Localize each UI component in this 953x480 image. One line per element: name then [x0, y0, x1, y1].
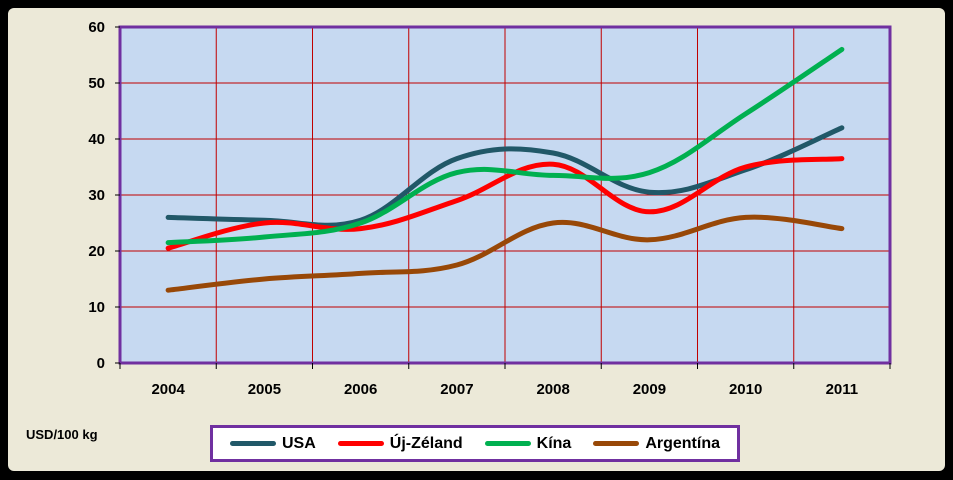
legend-item: Argentína [593, 435, 720, 453]
series-lines [165, 46, 845, 293]
y-tick-label-60: 60 [88, 19, 105, 36]
y-tick-label-20: 20 [88, 243, 105, 260]
y-tick-label-30: 30 [88, 187, 105, 204]
legend-label: USA [281, 434, 316, 452]
x-tick-label-2007: 2007 [440, 381, 473, 398]
series-line-k-na [165, 46, 845, 246]
legend-item: USA [229, 434, 316, 453]
legend-item: Kína [484, 434, 572, 453]
y-tick-label-0: 0 [97, 355, 105, 372]
y-tick-label-10: 10 [88, 299, 105, 316]
legend-swatch [229, 441, 276, 446]
axes: 0 10 20 30 40 50 60 2004 2005 2006 2007 2008 2009 201… [88, 19, 891, 398]
legend-label: Kína [536, 434, 572, 452]
legend-swatch [593, 441, 640, 446]
y-axis-unit-label: USD/100 kg [26, 427, 98, 442]
series-line-argent-na [165, 214, 845, 293]
legend: USA Új-Zéland Kína Argentína [210, 425, 740, 462]
x-tick-label-2006: 2006 [344, 381, 377, 398]
legend-label: Argentína [645, 434, 720, 452]
legend-swatch [337, 441, 384, 446]
legend-item: Új-Zéland [337, 434, 463, 453]
y-tick-label-50: 50 [88, 75, 105, 92]
legend-label: Új-Zéland [389, 434, 463, 452]
x-tick-label-2008: 2008 [536, 381, 569, 398]
x-tick-label-2009: 2009 [633, 381, 666, 398]
x-tick-label-2004: 2004 [151, 381, 185, 398]
x-tick-label-2011: 2011 [826, 381, 859, 398]
x-tick-label-2005: 2005 [248, 381, 281, 398]
legend-swatch [484, 441, 531, 446]
x-tick-label-2010: 2010 [729, 381, 762, 398]
series-line--j-z-land [165, 156, 845, 251]
y-tick-label-40: 40 [88, 131, 105, 148]
